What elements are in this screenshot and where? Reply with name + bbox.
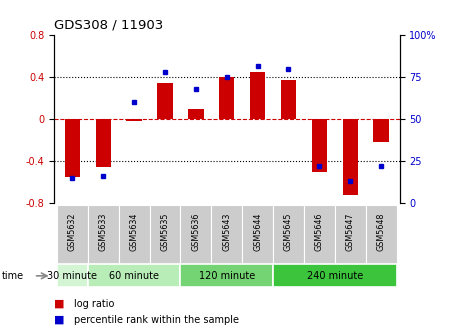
Text: 60 minute: 60 minute: [109, 271, 159, 281]
Text: GSM5634: GSM5634: [130, 212, 139, 251]
Text: GSM5643: GSM5643: [222, 212, 231, 251]
Text: GSM5635: GSM5635: [160, 212, 170, 251]
Bar: [343, 119, 358, 195]
Text: ■: ■: [54, 315, 64, 325]
Text: percentile rank within the sample: percentile rank within the sample: [74, 315, 239, 325]
Text: ■: ■: [54, 299, 64, 309]
Bar: [281, 80, 296, 119]
Text: GSM5647: GSM5647: [346, 212, 355, 251]
Bar: [219, 77, 234, 119]
Bar: [127, 119, 142, 121]
Bar: [335, 205, 365, 264]
Bar: [65, 119, 80, 177]
Text: 120 minute: 120 minute: [198, 271, 255, 281]
Bar: [242, 205, 273, 264]
Text: GDS308 / 11903: GDS308 / 11903: [54, 18, 163, 32]
Text: GSM5644: GSM5644: [253, 212, 262, 251]
Text: 240 minute: 240 minute: [307, 271, 363, 281]
Bar: [157, 83, 173, 119]
Text: GSM5633: GSM5633: [99, 212, 108, 251]
Bar: [96, 119, 111, 167]
Text: GSM5646: GSM5646: [315, 212, 324, 251]
Bar: [374, 119, 389, 142]
Bar: [88, 264, 180, 287]
Text: time: time: [2, 271, 24, 281]
Text: 30 minute: 30 minute: [48, 271, 97, 281]
Bar: [312, 119, 327, 172]
Text: GSM5632: GSM5632: [68, 212, 77, 251]
Bar: [188, 109, 203, 119]
Bar: [88, 205, 119, 264]
Bar: [273, 205, 304, 264]
Bar: [119, 205, 150, 264]
Bar: [304, 205, 335, 264]
Text: GSM5636: GSM5636: [191, 212, 200, 251]
Bar: [365, 205, 396, 264]
Text: GSM5648: GSM5648: [377, 212, 386, 251]
Bar: [273, 264, 396, 287]
Bar: [180, 264, 273, 287]
Bar: [57, 205, 88, 264]
Bar: [150, 205, 180, 264]
Text: GSM5645: GSM5645: [284, 212, 293, 251]
Bar: [57, 264, 88, 287]
Text: log ratio: log ratio: [74, 299, 114, 309]
Bar: [211, 205, 242, 264]
Bar: [180, 205, 211, 264]
Bar: [250, 72, 265, 119]
